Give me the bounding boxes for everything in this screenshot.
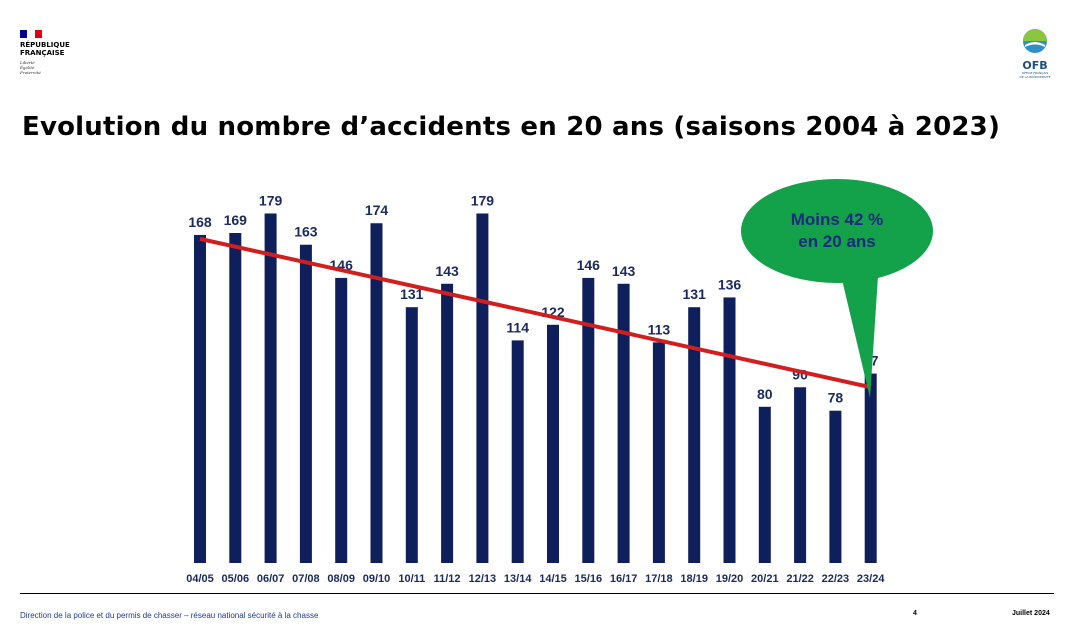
bar-12-13 [476, 213, 489, 563]
data-label: 168 [188, 214, 212, 230]
bar-19-20 [723, 297, 736, 563]
data-label: 78 [828, 390, 844, 406]
bar-13-14 [511, 340, 524, 563]
ofb-globe-icon [1023, 29, 1047, 53]
x-tick-label: 09/10 [363, 573, 391, 585]
data-label: 143 [612, 263, 636, 279]
trend-line [199, 236, 872, 390]
footer-page-number: 4 [913, 610, 917, 617]
ofb-logo: OFB OFFICE FRANÇAIS DE LA BIODIVERSITÉ [1015, 28, 1055, 79]
x-tick-label: 22/23 [822, 573, 850, 585]
republique-francaise-logo: RÉPUBLIQUE FRANÇAISE Liberté Égalité Fra… [20, 30, 100, 78]
x-tick-label: 18/19 [680, 573, 708, 585]
x-tick-label: 19/20 [716, 573, 744, 585]
x-tick-label: 12/13 [469, 573, 497, 585]
x-tick-label: 05/06 [222, 573, 250, 585]
data-label: 179 [471, 192, 495, 208]
footer-divider [20, 593, 1054, 594]
data-label: 174 [365, 202, 389, 218]
callout-pointer [840, 261, 879, 398]
data-label: 114 [506, 319, 529, 335]
x-tick-label: 17/18 [645, 573, 673, 585]
bar-05-06 [229, 233, 242, 564]
data-label: 131 [400, 286, 424, 302]
bar-14-15 [547, 324, 559, 563]
data-label: 131 [683, 286, 707, 302]
data-label: 146 [577, 257, 601, 273]
bar-04-05 [194, 234, 206, 564]
bar-16-17 [617, 283, 630, 563]
x-tick-label: 23/24 [857, 573, 885, 585]
bar-23-24 [864, 373, 877, 563]
bar-15-16 [582, 277, 595, 563]
x-tick-label: 04/05 [186, 573, 214, 585]
bar-10-11 [405, 307, 418, 563]
bar-08-09 [335, 277, 348, 563]
data-label: 163 [294, 224, 318, 240]
bar-06-07 [264, 213, 277, 563]
bar-20-21 [758, 406, 771, 563]
republique-francaise-text: RÉPUBLIQUE FRANÇAISE [20, 41, 70, 57]
data-label: 169 [224, 212, 248, 228]
x-tick-label: 13/14 [504, 573, 532, 585]
bar-17-18 [652, 342, 665, 563]
data-label: 80 [757, 386, 773, 402]
ofb-logo-text: OFB [1022, 59, 1048, 72]
callout-bubble [741, 179, 933, 283]
data-label: 179 [259, 192, 283, 208]
x-tick-label: 14/15 [539, 573, 567, 585]
x-tick-label: 10/11 [398, 573, 425, 585]
x-tick-label: 06/07 [257, 573, 285, 585]
x-tick-label: 16/17 [610, 573, 638, 585]
republique-motto: Liberté Égalité Fraternité [20, 60, 41, 75]
ofb-logo-subtext: OFFICE FRANÇAIS DE LA BIODIVERSITÉ [1019, 71, 1051, 79]
callout-text: Moins 42 % en 20 ans [791, 210, 884, 251]
data-label: 113 [648, 321, 671, 337]
bar-09-10 [370, 223, 383, 563]
x-tick-label: 15/16 [575, 573, 603, 585]
x-tick-label: 21/22 [786, 573, 814, 585]
data-label: 136 [718, 276, 742, 292]
bar-22-23 [829, 410, 842, 563]
x-tick-label: 11/12 [434, 573, 461, 585]
footer-department: Direction de la police et du permis de c… [20, 611, 319, 620]
bar-18-19 [688, 307, 701, 563]
bar-11-12 [441, 283, 454, 563]
x-tick-label: 08/09 [327, 573, 355, 585]
data-label: 143 [435, 263, 459, 279]
french-flag-icon [20, 30, 42, 38]
x-tick-label: 07/08 [292, 573, 320, 585]
page-title: Evolution du nombre d’accidents en 20 an… [22, 112, 1001, 142]
bar-21-22 [794, 387, 807, 563]
footer-date: Juillet 2024 [1012, 610, 1050, 617]
x-tick-label: 20/21 [751, 573, 779, 585]
bar-07-08 [299, 244, 312, 563]
